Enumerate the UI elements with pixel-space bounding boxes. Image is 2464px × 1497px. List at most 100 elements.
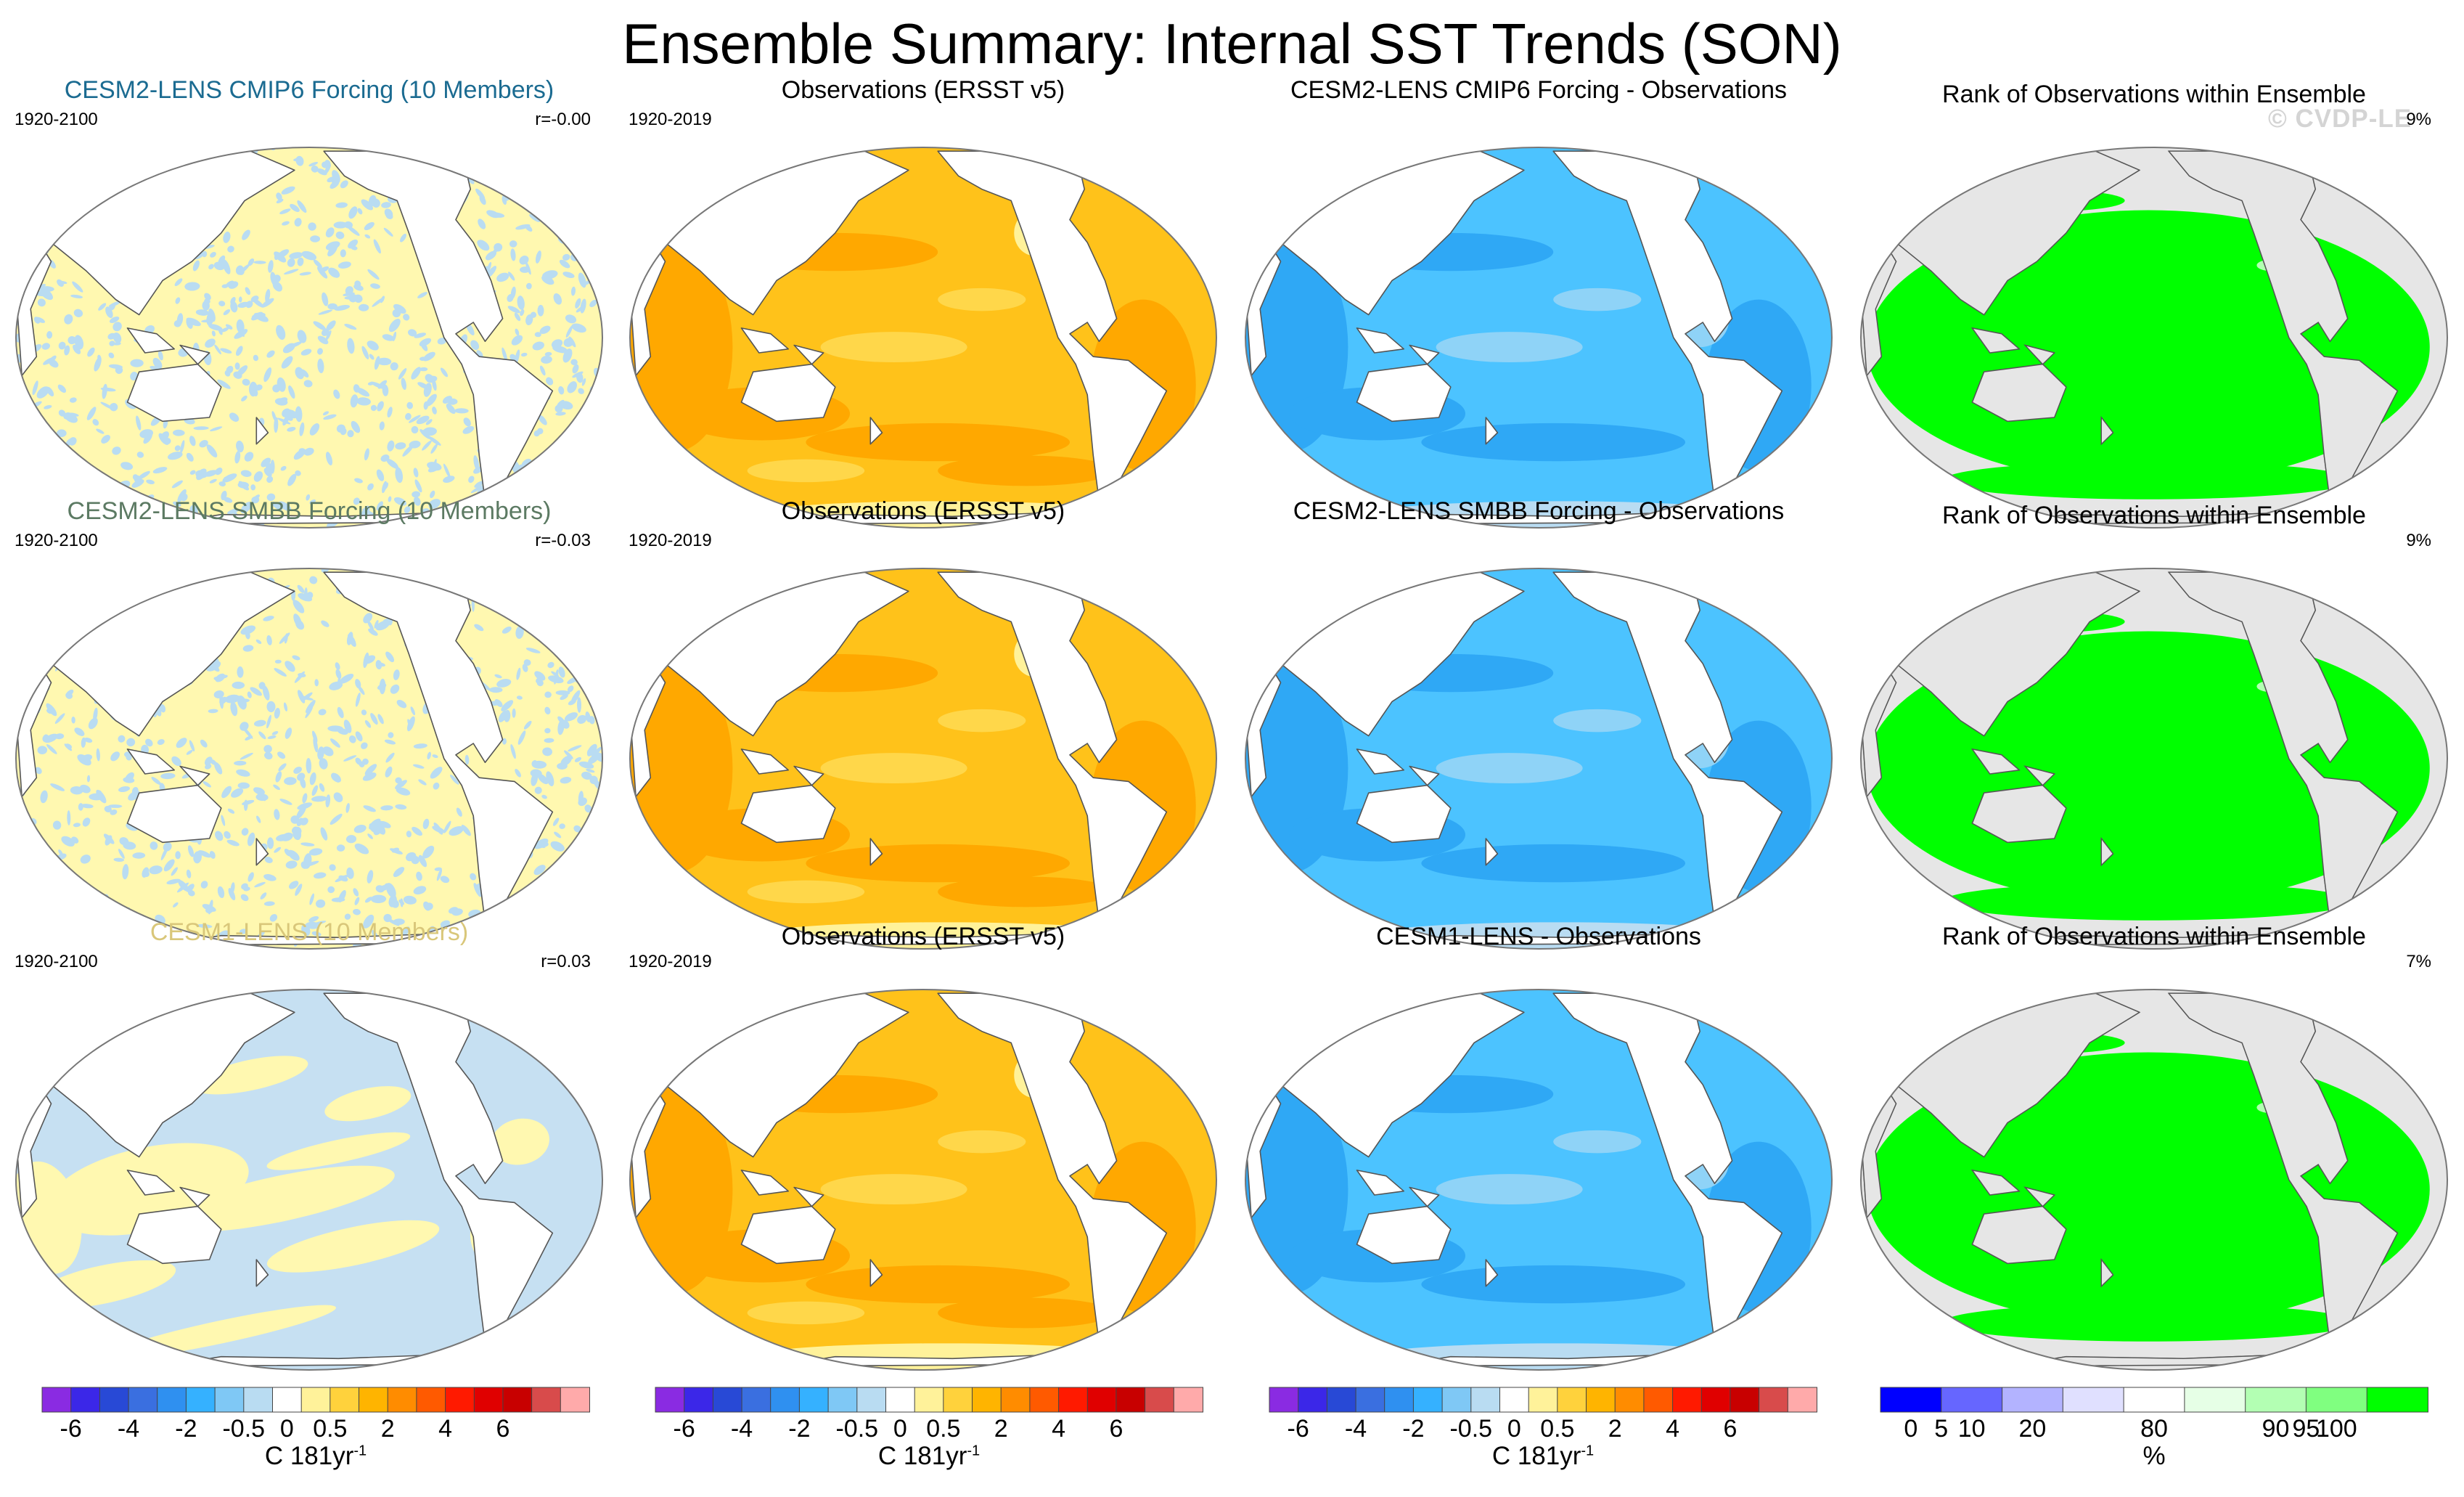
- diff-title-r1: CESM2-LENS CMIP6 Forcing - Observations: [1290, 76, 1787, 104]
- sst-colorbar-1-tick: 6: [496, 1415, 510, 1443]
- sst-colorbar-1-tick: 4: [438, 1415, 453, 1443]
- model-title-r3: CESM1-LENS (10 Members): [150, 918, 469, 946]
- colorbar-swatch: [1499, 1387, 1530, 1413]
- sst-colorbar-1: [41, 1387, 590, 1413]
- model-title-r1: CESM2-LENS CMIP6 Forcing (10 Members): [64, 76, 554, 104]
- map-border: [1245, 147, 1833, 529]
- colorbar-swatch: [1384, 1387, 1415, 1413]
- sst-colorbar-3-tick: 2: [1608, 1415, 1622, 1443]
- sst-colorbar-1-tick: -2: [175, 1415, 197, 1443]
- obs-period-r2: 1920-2019: [629, 531, 712, 550]
- colorbar-swatch: [1470, 1387, 1501, 1413]
- colorbar-swatch: [41, 1387, 72, 1413]
- colorbar-swatch: [1759, 1387, 1789, 1413]
- rank-colorbar-tick: 95: [2292, 1415, 2320, 1443]
- colorbar-swatch: [531, 1387, 562, 1413]
- colorbar-swatch: [2184, 1387, 2246, 1413]
- colorbar-swatch: [914, 1387, 944, 1413]
- sst-colorbar-1-tick: -6: [60, 1415, 82, 1443]
- model-period-r3: 1920-2100: [15, 952, 98, 971]
- colorbar-swatch: [885, 1387, 916, 1413]
- colorbar-swatch: [1643, 1387, 1674, 1413]
- colorbar-swatch: [1173, 1387, 1204, 1413]
- colorbar-swatch: [655, 1387, 685, 1413]
- sst-colorbar-3-tick: -0.5: [1449, 1415, 1493, 1443]
- colorbar-swatch: [272, 1387, 303, 1413]
- model-period-r2: 1920-2100: [15, 531, 98, 550]
- colorbar-swatch: [2366, 1387, 2428, 1413]
- colorbar-swatch: [387, 1387, 417, 1413]
- sst-colorbar-2-tick: -2: [788, 1415, 811, 1443]
- colorbar-swatch: [1412, 1387, 1444, 1413]
- colorbar-swatch: [359, 1387, 389, 1413]
- map-border: [15, 568, 603, 950]
- sst-colorbar-3-tick: -6: [1287, 1415, 1309, 1443]
- sst-colorbar-2-tick: 0: [893, 1415, 907, 1443]
- colorbar-swatch: [1000, 1387, 1031, 1413]
- colorbar-swatch: [1145, 1387, 1175, 1413]
- colorbar-swatch: [1557, 1387, 1587, 1413]
- sst-colorbar-3-tick: 4: [1666, 1415, 1680, 1443]
- colorbar-swatch: [827, 1387, 858, 1413]
- colorbar-swatch: [473, 1387, 504, 1413]
- watermark: © CVDP-LE: [2268, 105, 2412, 133]
- diff-title-r2: CESM2-LENS SMBB Forcing - Observations: [1293, 497, 1785, 525]
- map-border: [1245, 568, 1833, 950]
- rank-percent-r3: 7%: [2406, 952, 2431, 971]
- diff-map-r1: [1245, 147, 1833, 529]
- map-border: [1860, 568, 2448, 950]
- rank-map-r3: [1860, 989, 2448, 1371]
- colorbar-swatch: [2002, 1387, 2064, 1413]
- colorbar-swatch: [798, 1387, 830, 1413]
- rank-title-r2: Rank of Observations within Ensemble: [1942, 502, 2366, 529]
- rank-colorbar-tick: 5: [1934, 1415, 1949, 1443]
- model-map-r2: [15, 568, 603, 950]
- colorbar-swatch: [445, 1387, 475, 1413]
- colorbar-swatch: [972, 1387, 1002, 1413]
- obs-title-r2: Observations (ERSST v5): [781, 497, 1065, 525]
- sst-colorbar-3-tick: 0.5: [1540, 1415, 1575, 1443]
- colorbar-swatch: [1029, 1387, 1060, 1413]
- colorbar-swatch: [1614, 1387, 1645, 1413]
- sst-colorbar-2-tick: 2: [994, 1415, 1008, 1443]
- map-border: [1860, 989, 2448, 1371]
- colorbar-swatch: [157, 1387, 187, 1413]
- colorbar-swatch: [2062, 1387, 2125, 1413]
- sst-colorbar-2-tick: -4: [730, 1415, 753, 1443]
- colorbar-swatch: [1941, 1387, 2003, 1413]
- sst-colorbar-2-tick: -6: [673, 1415, 695, 1443]
- model-corr-r3: r=0.03: [541, 952, 591, 971]
- rank-percent-r2: 9%: [2406, 531, 2431, 550]
- colorbar-swatch: [1880, 1387, 1942, 1413]
- colorbar-swatch: [1086, 1387, 1118, 1413]
- model-map-r3: [15, 989, 603, 1371]
- model-period-r1: 1920-2100: [15, 110, 98, 129]
- sst-colorbar-1-tick: 0.5: [313, 1415, 348, 1443]
- obs-title-r3: Observations (ERSST v5): [781, 923, 1065, 950]
- map-border: [629, 568, 1217, 950]
- rank-colorbar-tick: 20: [2018, 1415, 2047, 1443]
- colorbar-swatch: [684, 1387, 714, 1413]
- colorbar-swatch: [1586, 1387, 1616, 1413]
- colorbar-units-1: C 181yr-1: [264, 1442, 367, 1470]
- colorbar-swatch: [1058, 1387, 1089, 1413]
- colorbar-swatch: [856, 1387, 887, 1413]
- obs-map-r2: [629, 568, 1217, 950]
- map-border: [629, 989, 1217, 1371]
- colorbar-swatch: [70, 1387, 101, 1413]
- colorbar-swatch: [2305, 1387, 2368, 1413]
- map-border: [629, 147, 1217, 529]
- diff-map-r3: [1245, 989, 1833, 1371]
- colorbar-swatch: [1116, 1387, 1146, 1413]
- colorbar-swatch: [1787, 1387, 1818, 1413]
- colorbar-swatch: [214, 1387, 245, 1413]
- colorbar-swatch: [128, 1387, 158, 1413]
- colorbar-swatch: [1730, 1387, 1760, 1413]
- obs-map-r3: [629, 989, 1217, 1371]
- sst-colorbar-3-tick: -4: [1344, 1415, 1367, 1443]
- sst-colorbar-1-tick: 0: [279, 1415, 294, 1443]
- rank-title-r1: Rank of Observations within Ensemble: [1942, 81, 2366, 108]
- map-border: [1245, 989, 1833, 1371]
- sst-colorbar-3-tick: 0: [1507, 1415, 1521, 1443]
- sst-colorbar-2: [655, 1387, 1204, 1413]
